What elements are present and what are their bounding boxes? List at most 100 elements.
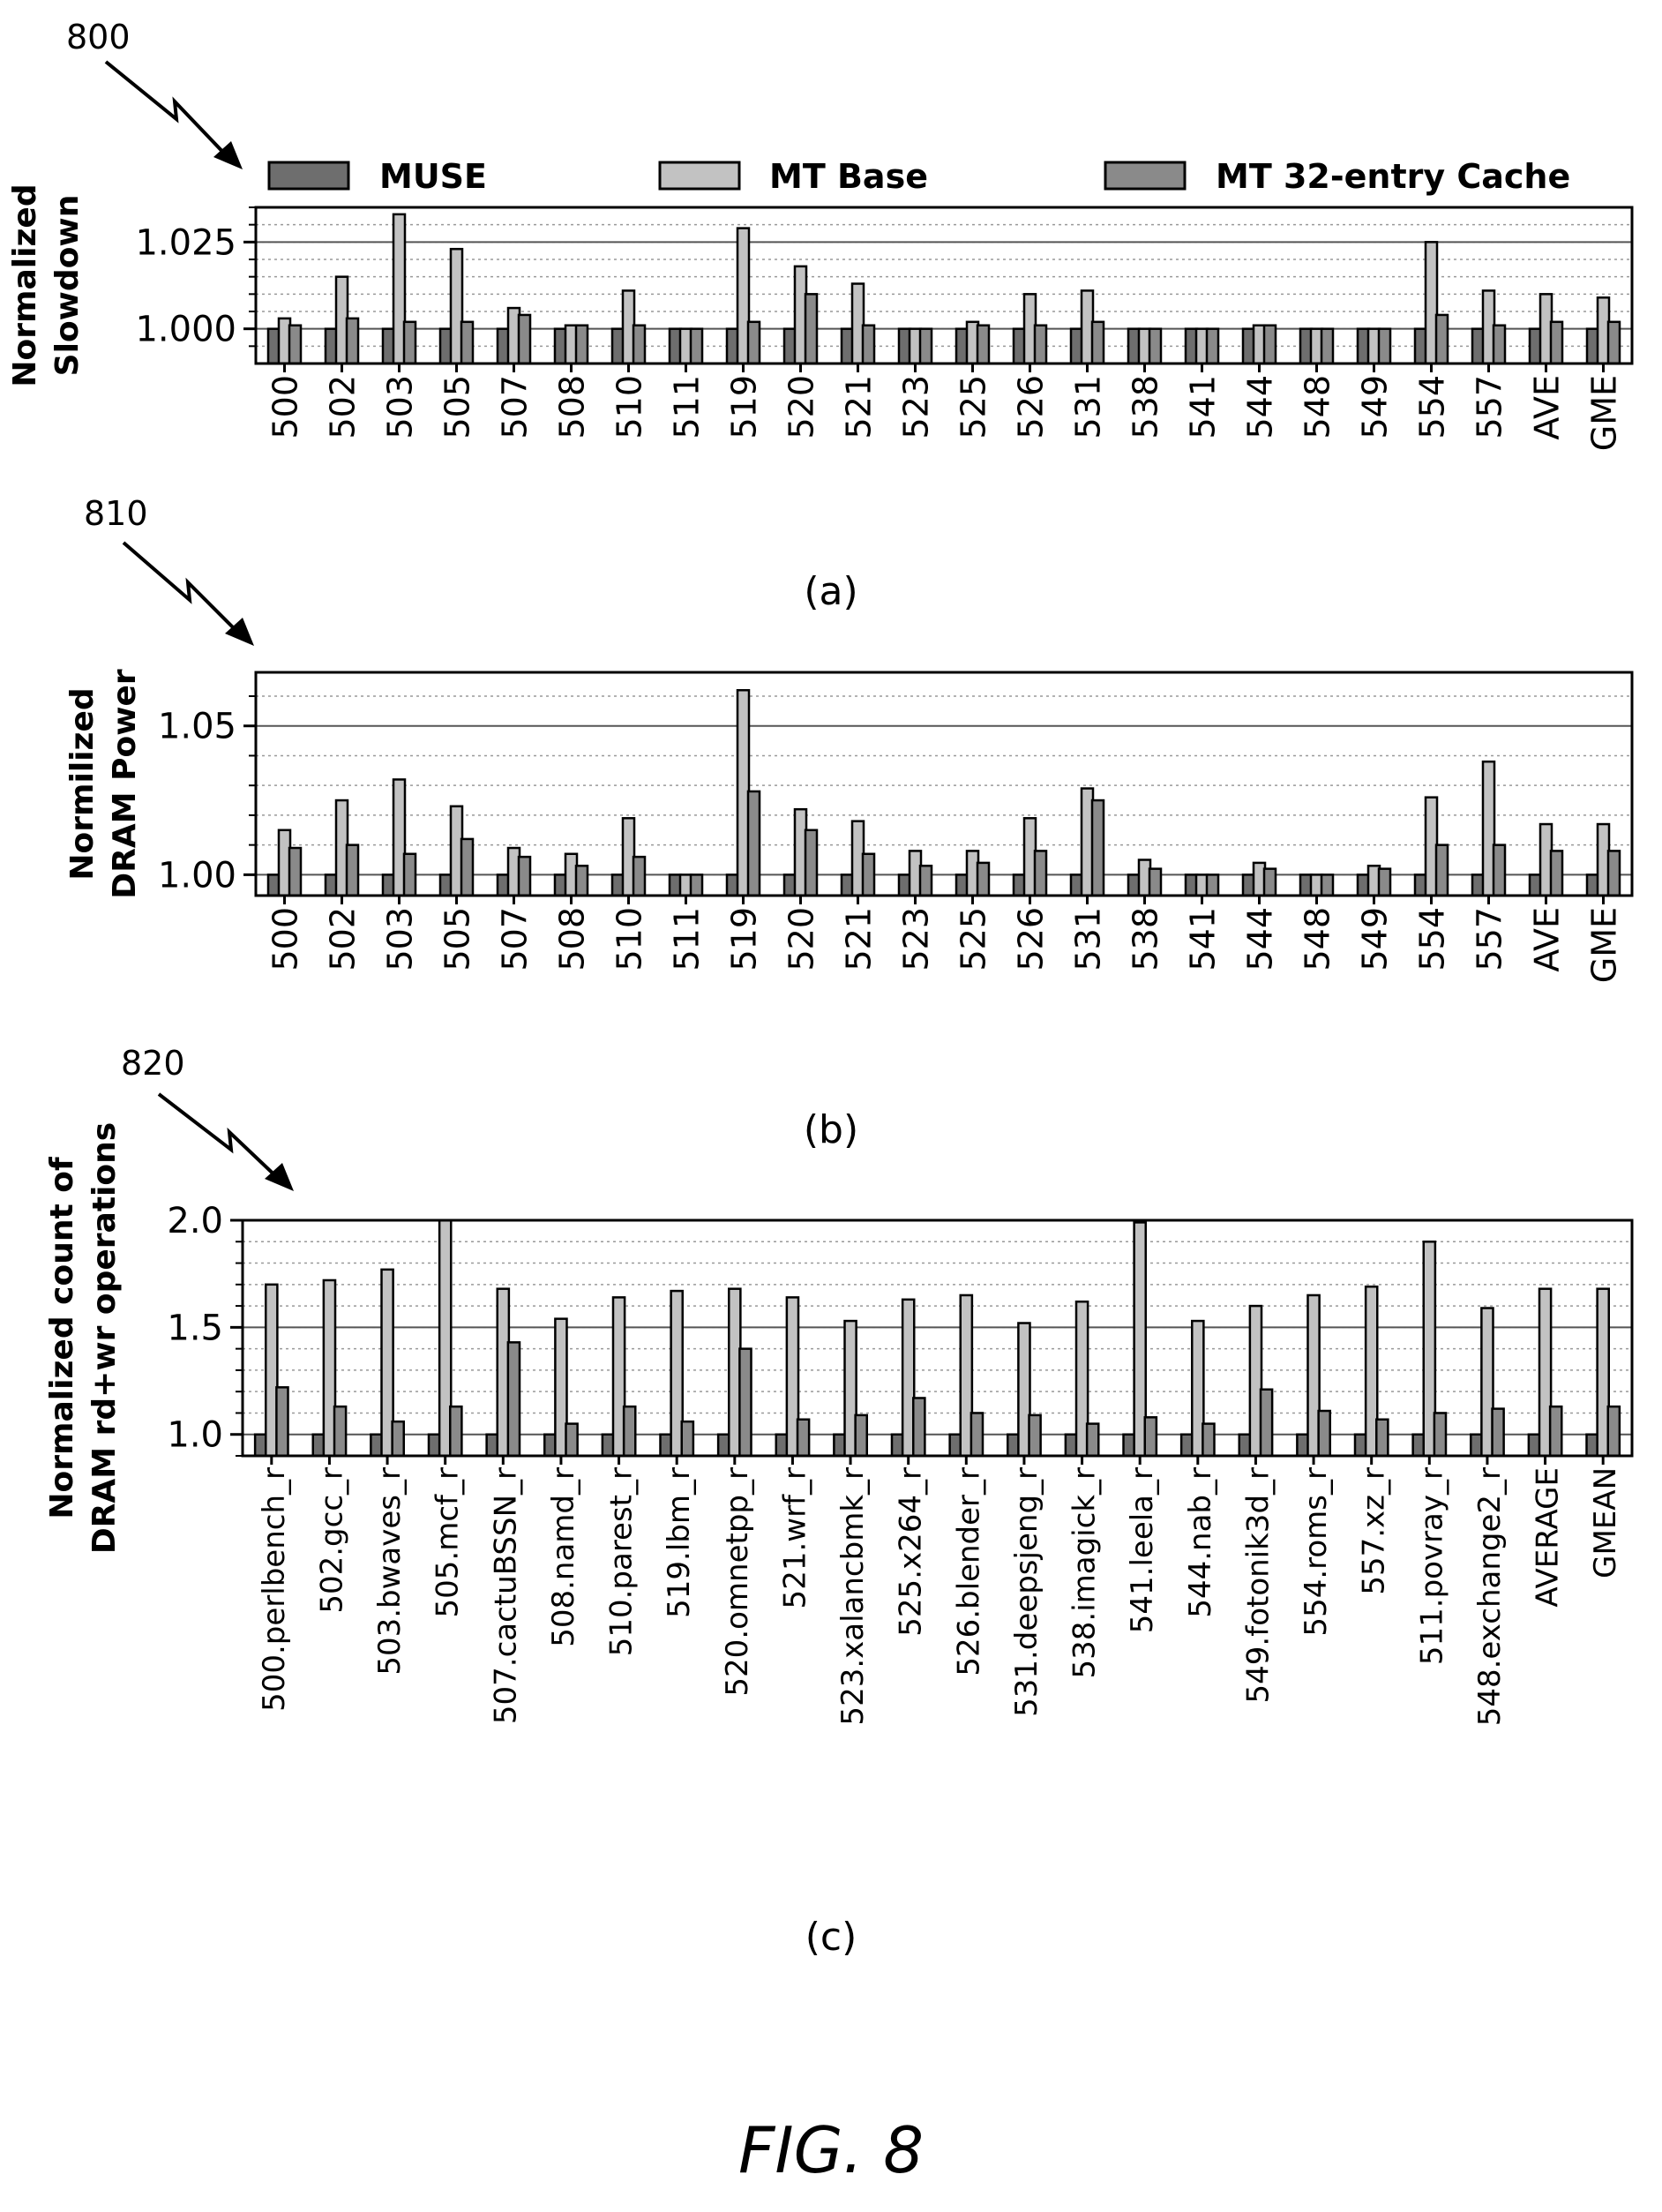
y-tick-label-a: 1.000 — [135, 310, 236, 350]
x-tick-label-a: 549 — [1356, 375, 1395, 439]
x-tick-label-a: 557 — [1471, 375, 1509, 439]
bar-b-mt-32-entry-cache-18 — [1320, 874, 1335, 897]
x-tick-label-a: 505 — [438, 375, 477, 439]
bar-b-mt-32-entry-cache-10 — [861, 852, 876, 897]
x-tick-label-b: 531 — [1069, 907, 1108, 971]
x-tick-label-a: GME — [1585, 375, 1624, 451]
y-axis-label-b-line2: DRAM Power — [107, 669, 143, 899]
x-tick-label-c: 557.xz_r — [1357, 1467, 1392, 1595]
plot-area-c: 1.0 1.5 2.0 500.perlbench_r 502.gcc_r 503.bwa… — [167, 1201, 1634, 1726]
bar-c-mt-32-entry-cache-2 — [391, 1420, 405, 1458]
y-axis-label-c-line1: Normalized count of — [44, 1157, 80, 1519]
x-tick-label-c: 502.gcc_r — [314, 1467, 349, 1614]
x-tick-label-c: 505.mcf_r — [430, 1467, 466, 1617]
x-tick-label-b: 505 — [438, 907, 477, 971]
ref-number-800: 800 — [66, 18, 131, 56]
bar-b-mt-32-entry-cache-4 — [517, 855, 532, 897]
bar-b-mt-32-entry-cache-13 — [1033, 850, 1048, 897]
x-tick-label-b: 544 — [1241, 907, 1280, 971]
x-tick-label-b: 502 — [324, 907, 363, 971]
bar-a-mt-32-entry-cache-11 — [918, 327, 933, 365]
legend-swatch-mt-base — [658, 161, 741, 191]
x-tick-label-b: GME — [1585, 907, 1624, 983]
x-tick-label-c: 521.wrf_r — [777, 1467, 812, 1608]
x-tick-label-a: 507 — [496, 375, 535, 439]
x-tick-label-a: 548 — [1299, 375, 1337, 439]
x-tick-label-b: 541 — [1184, 907, 1223, 971]
bar-a-mt-32-entry-cache-1 — [345, 317, 360, 365]
panel-label-b: (b) — [804, 1107, 858, 1152]
x-tick-label-a: 521 — [840, 375, 879, 439]
x-tick-label-a: 525 — [955, 375, 993, 439]
x-tick-label-b: 549 — [1356, 907, 1395, 971]
bar-c-mt-32-entry-cache-19 — [1375, 1418, 1389, 1458]
x-tick-label-a: 508 — [553, 375, 592, 439]
panel-label-a: (a) — [804, 569, 857, 614]
bar-a-mt-32-entry-cache-15 — [1148, 327, 1163, 365]
bar-c-mt-32-entry-cache-22 — [1548, 1405, 1563, 1458]
bar-b-mt-32-entry-cache-17 — [1262, 867, 1277, 897]
bar-c-mt-32-entry-cache-21 — [1491, 1407, 1505, 1458]
x-tick-label-a: 500 — [266, 375, 305, 439]
bar-b-mt-32-entry-cache-8 — [746, 790, 761, 897]
bar-b-mt-32-entry-cache-5 — [574, 865, 589, 897]
x-tick-label-b: 523 — [897, 907, 936, 971]
x-tick-label-b: 519 — [725, 907, 764, 971]
y-axis-label-a-line2: Slowdown — [49, 195, 86, 377]
bar-b-mt-32-entry-cache-2 — [402, 852, 417, 897]
x-tick-label-b: 521 — [840, 907, 879, 971]
bar-a-mt-32-entry-cache-16 — [1205, 327, 1220, 365]
x-tick-label-c: GMEAN — [1588, 1467, 1623, 1578]
bar-c-mt-32-entry-cache-13 — [1028, 1413, 1042, 1458]
bar-b-mt-32-entry-cache-22 — [1549, 850, 1564, 897]
x-tick-label-a: 554 — [1413, 375, 1452, 439]
x-tick-label-c: 531.deepsjeng_r — [1009, 1467, 1044, 1717]
chart-panel-c: Normalized count of DRAM rd+wr operation… — [44, 1122, 1634, 1960]
ref-820-arrow — [157, 1092, 284, 1184]
bar-b-mt-32-entry-cache-0 — [288, 846, 303, 897]
bar-a-mt-32-entry-cache-20 — [1434, 313, 1449, 365]
bar-a-mt-32-entry-cache-7 — [689, 327, 704, 365]
bar-b-mt-32-entry-cache-7 — [689, 874, 704, 897]
x-tick-label-a: 510 — [610, 375, 649, 439]
ref-800-arrow — [104, 60, 233, 162]
ref-800-arrowhead — [213, 141, 243, 169]
figure-caption: FIG. 8 — [737, 2113, 925, 2187]
plot-area-b: 1.00 1.05 500 502 503 505 507 508 510 511 519 520 52… — [158, 671, 1634, 983]
x-tick-label-b: 538 — [1127, 907, 1165, 971]
bar-a-mt-32-entry-cache-8 — [746, 320, 761, 365]
x-tick-label-c: AVERAGE — [1531, 1467, 1566, 1608]
bar-a-mt-32-entry-cache-18 — [1320, 327, 1335, 365]
legend: MUSE MT Base MT 32-entry Cache — [267, 157, 1570, 196]
plot-area-a: 1.000 1.025 500 502 503 505 507 508 510 511 519 520… — [135, 206, 1634, 451]
bar-a-mt-32-entry-cache-23 — [1606, 320, 1621, 365]
bar-c-mt-32-entry-cache-8 — [738, 1347, 752, 1458]
y-tick-label-c: 1.0 — [167, 1415, 223, 1456]
x-tick-label-b: 508 — [553, 907, 592, 971]
ref-810-arrow — [122, 541, 244, 639]
plot-frame-a — [254, 206, 1634, 365]
y-axis-label-a-line1: Normalized — [7, 184, 43, 386]
bar-a-mt-32-entry-cache-14 — [1090, 320, 1105, 365]
x-tick-label-c: 526.blender_r — [951, 1467, 986, 1676]
bar-c-mt-32-entry-cache-10 — [854, 1413, 868, 1458]
bar-b-mt-32-entry-cache-14 — [1090, 799, 1105, 897]
x-tick-label-c: 507.cactuBSSN_r — [488, 1467, 523, 1724]
bar-b-mt-32-entry-cache-9 — [804, 829, 819, 897]
ref-number-820: 820 — [121, 1044, 185, 1083]
bar-a-mt-32-entry-cache-3 — [460, 320, 475, 365]
legend-label-mt-base: MT Base — [769, 157, 928, 196]
bar-c-mt-32-entry-cache-3 — [449, 1405, 463, 1458]
bar-c-mt-32-entry-cache-7 — [680, 1420, 695, 1458]
legend-swatch-muse — [267, 161, 350, 191]
bar-c-mt-32-entry-cache-17 — [1259, 1388, 1274, 1458]
x-tick-label-c: 519.lbm_r — [662, 1467, 697, 1618]
bar-c-mt-32-entry-cache-15 — [1143, 1416, 1158, 1458]
x-tick-label-a: 544 — [1241, 375, 1280, 439]
x-tick-label-a: 520 — [782, 375, 821, 439]
bar-a-mt-32-entry-cache-17 — [1262, 324, 1277, 365]
bar-b-mt-32-entry-cache-21 — [1492, 844, 1507, 897]
bar-b-mt-32-entry-cache-23 — [1606, 850, 1621, 897]
y-tick-label-c: 1.5 — [167, 1308, 223, 1348]
